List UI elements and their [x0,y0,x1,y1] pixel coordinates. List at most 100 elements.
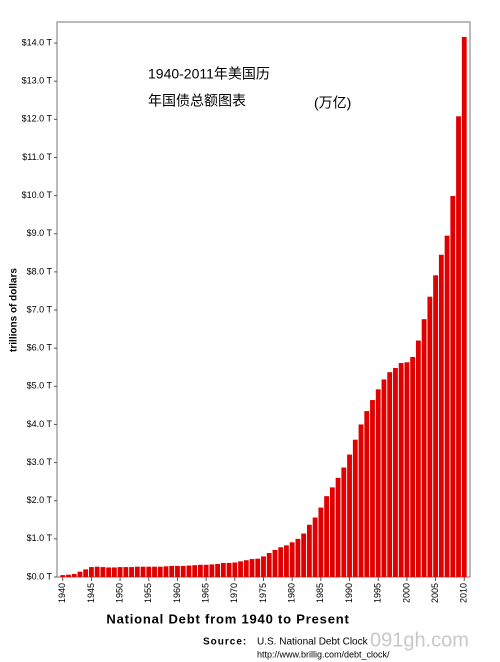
bar [456,116,461,577]
bar [421,319,427,577]
bar [324,496,330,577]
bar [203,564,209,577]
bar [100,567,106,577]
bar [134,566,140,577]
bar [433,275,438,577]
x-tick-label: 1990 [344,583,354,603]
annotation: (万亿) [314,95,351,111]
bar [415,340,421,577]
bar [140,566,146,577]
bar [261,556,266,577]
bar [255,558,261,577]
bar [312,517,318,577]
bar [398,363,404,577]
bar [438,254,444,577]
bar [335,477,341,577]
bar [106,567,112,577]
y-tick-label: $3.0 T [27,457,53,467]
bar [175,565,180,577]
bar [387,372,393,577]
bar [266,552,272,577]
y-tick-label: $7.0 T [27,304,53,314]
x-tick-label: 1975 [258,583,268,603]
bar [284,545,289,577]
bar [289,542,295,577]
x-tick-label: 1945 [86,583,96,603]
bar [77,571,83,577]
x-tick-label: 1950 [114,583,124,603]
y-tick-label: $1.0 T [27,533,53,543]
bar [238,561,243,577]
bar [341,467,347,577]
bar [358,424,364,577]
bar [129,567,134,577]
x-tick-label: 1980 [287,583,297,603]
y-tick-label: $8.0 T [27,266,53,276]
bar [209,564,215,577]
y-tick-label: $11.0 T [22,152,52,162]
bar [232,562,238,577]
bar [169,565,175,577]
bar [152,566,157,577]
bar [226,562,232,577]
bar [272,549,278,577]
y-tick-label: $4.0 T [27,419,53,429]
bar [450,196,456,577]
bar [123,567,129,577]
annotation: 年国债总额图表 [148,93,246,109]
bar [301,533,307,577]
bar [352,439,358,577]
x-tick-label: 1985 [315,583,325,603]
y-tick-label: $6.0 T [27,343,53,353]
bar [364,411,370,577]
bar [381,379,387,577]
annotation: 1940-2011年美国历 [148,66,270,82]
bar [60,575,66,577]
bar [94,566,100,577]
y-tick-label: $13.0 T [22,76,53,86]
bar [192,565,198,577]
y-tick-label: $14.0 T [22,37,53,47]
watermark: 091gh.com [370,629,469,651]
y-tick-label: $12.0 T [22,114,53,124]
bar [71,573,77,577]
bar [444,235,450,577]
source-url: http://www.brillig.com/debt_clock/ [257,649,390,659]
bar [404,362,410,577]
bar [427,296,433,577]
y-tick-label: $5.0 T [27,381,53,391]
bar [186,565,192,577]
bar [89,567,94,577]
bar [410,356,416,577]
y-axis-label: trillions of dollars [9,268,20,352]
bar [375,389,381,577]
x-tick-label: 1940 [57,583,67,603]
bar [370,400,375,577]
bar [347,454,352,577]
bar [461,36,467,577]
bar [306,524,312,577]
x-tick-label: 1960 [172,583,182,603]
x-tick-label: 1995 [373,583,383,603]
bar [220,562,226,577]
bar [318,507,324,577]
y-tick-label: $2.0 T [27,495,53,505]
y-tick-label: $9.0 T [27,228,53,238]
bar [393,368,398,577]
bar [197,564,203,577]
x-tick-label: 2010 [459,583,469,603]
source-label: Source: [203,637,247,648]
chart-title: National Debt from 1940 to Present [106,611,349,626]
y-tick-label: $10.0 T [22,190,53,200]
bar [278,547,284,577]
x-tick-label: 1965 [201,583,211,603]
bar [180,565,186,577]
x-tick-label: 1970 [229,583,239,603]
bar [117,567,123,577]
bar [243,560,249,577]
x-tick-label: 1955 [143,583,153,603]
source: U.S. National Debt Clock [257,637,369,648]
bar [111,567,117,577]
bar [249,559,255,577]
